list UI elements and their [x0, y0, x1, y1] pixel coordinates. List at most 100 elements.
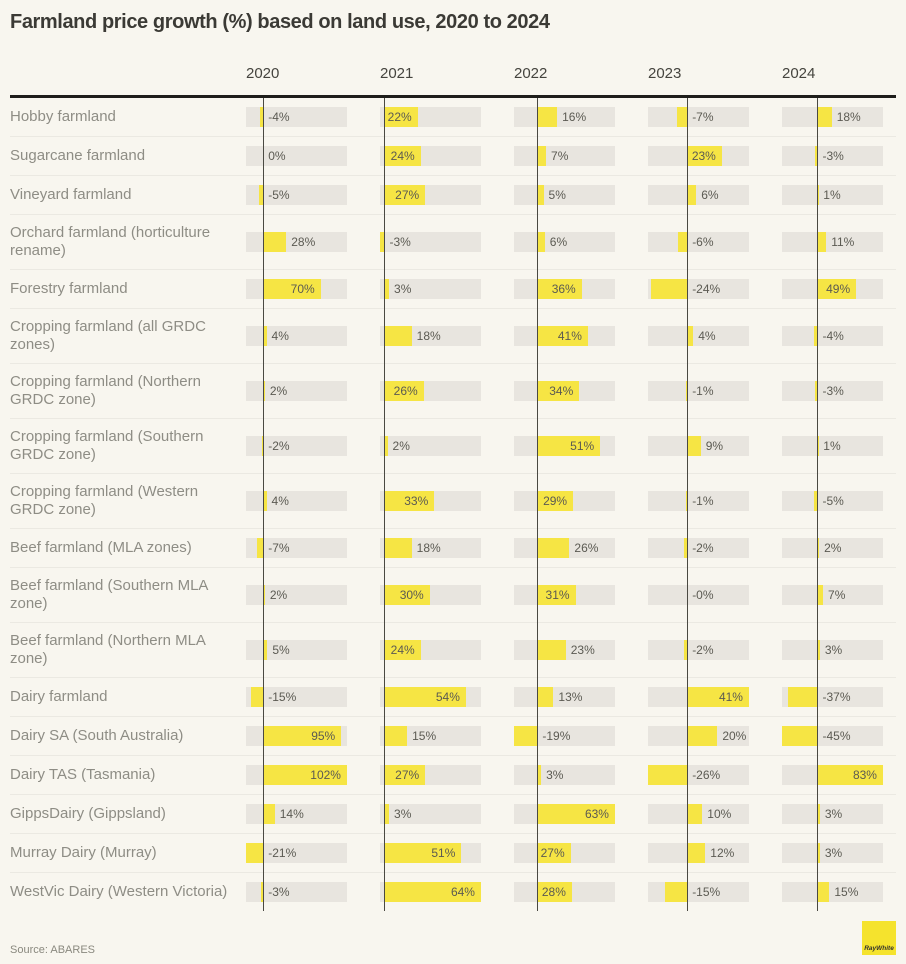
bar-value-label: 27% [395, 768, 420, 782]
bar-track: 3% [380, 279, 481, 299]
bar-track: 3% [380, 804, 481, 824]
bar-track: 4% [246, 491, 347, 511]
negative-bar [685, 491, 688, 511]
bar-track: 6% [648, 185, 749, 205]
bar-track: -7% [246, 538, 347, 558]
year-cell: 34% [514, 381, 648, 401]
bar-track: 3% [782, 804, 883, 824]
bar-track: -15% [648, 882, 749, 902]
label-column-spacer [10, 65, 246, 82]
row-label: Beef farmland (MLA zones) [10, 539, 192, 556]
bar-track: 15% [380, 726, 481, 746]
bar-track: -2% [246, 436, 347, 456]
bar-track: 18% [380, 538, 481, 558]
positive-bar [537, 804, 615, 824]
bar-track: 49% [782, 279, 883, 299]
positive-bar [263, 491, 267, 511]
bar-track: 5% [246, 640, 347, 660]
bar-track: -3% [782, 146, 883, 166]
year-cell: 102% [246, 765, 380, 785]
year-cell: 0% [246, 146, 380, 166]
row-label: Beef farmland (Northern MLA zone) [10, 632, 206, 667]
raywhite-logo-text: RayWhite [864, 945, 894, 952]
bar-track: 36% [514, 279, 615, 299]
year-cell: 7% [782, 585, 906, 605]
positive-bar [817, 882, 830, 902]
positive-bar [384, 585, 430, 605]
positive-bar [687, 726, 718, 746]
bar-value-label: 15% [834, 885, 859, 899]
bar-value-label: 41% [718, 690, 743, 704]
row-label: Hobby farmland [10, 108, 116, 125]
bar-track: 41% [514, 326, 615, 346]
bar-track: 29% [514, 491, 615, 511]
positive-bar [384, 882, 481, 902]
year-cell: 63% [514, 804, 648, 824]
year-cell: 4% [648, 326, 782, 346]
bar-value-label: 2% [269, 384, 288, 398]
positive-bar [384, 726, 408, 746]
year-cell: 3% [782, 804, 906, 824]
bar-track: 26% [380, 381, 481, 401]
bar-track: 2% [246, 585, 347, 605]
bar-value-label: 33% [404, 494, 429, 508]
year-cell: 13% [514, 687, 648, 707]
bar-track: -3% [380, 232, 481, 252]
year-cell: -3% [782, 146, 906, 166]
negative-bar [246, 843, 264, 863]
bar-value-label: 63% [584, 807, 609, 821]
bar-value-label: 4% [698, 329, 716, 343]
chart-rows: Hobby farmland -4% 22% 16% -7% 18% Sugarcane f… [10, 98, 896, 911]
bar-track: 1% [782, 185, 883, 205]
year-cell: 18% [782, 107, 906, 127]
year-cell: -37% [782, 687, 906, 707]
bar-track: -1% [648, 381, 749, 401]
page-title: Farmland price growth (%) based on land … [10, 11, 550, 33]
bar-value-label: -4% [822, 329, 844, 343]
bar-track: 102% [246, 765, 347, 785]
bar-track: 5% [514, 185, 615, 205]
year-cell: 51% [380, 843, 514, 863]
year-cell: 2% [782, 538, 906, 558]
row-label: Dairy farmland [10, 688, 108, 705]
year-cell: 5% [246, 640, 380, 660]
bar-track: -19% [514, 726, 615, 746]
year-cell: -45% [782, 726, 906, 746]
positive-bar [537, 232, 545, 252]
bar-value-label: -15% [268, 690, 297, 704]
table-row: GippsDairy (Gippsland) 14% 3% 63% 10% 3% [10, 794, 896, 833]
positive-bar [537, 843, 571, 863]
bar-track: 30% [380, 585, 481, 605]
bar-value-label: 23% [570, 643, 595, 657]
table-row: Cropping farmland (Southern GRDC zone) -2… [10, 418, 896, 473]
zero-axis-line [262, 98, 264, 911]
year-cell: -2% [246, 436, 380, 456]
bar-value-label: 14% [279, 807, 304, 821]
bar-track: 3% [782, 843, 883, 863]
year-cell: -5% [246, 185, 380, 205]
negative-bar [651, 279, 688, 299]
negative-bar [259, 107, 264, 127]
bar-track: 28% [246, 232, 347, 252]
negative-bar [664, 882, 688, 902]
bar-value-label: 9% [705, 439, 724, 453]
row-label: Forestry farmland [10, 280, 128, 297]
bar-track: -7% [648, 107, 749, 127]
negative-bar [685, 381, 688, 401]
positive-bar [537, 381, 580, 401]
bar-value-label: 3% [394, 807, 412, 821]
bar-track: 34% [514, 381, 615, 401]
bar-track: 54% [380, 687, 481, 707]
bar-track: -1% [648, 491, 749, 511]
positive-bar [263, 804, 275, 824]
positive-bar [687, 687, 749, 707]
bar-track: 33% [380, 491, 481, 511]
bar-value-label: -24% [692, 282, 721, 296]
bar-value-label: 102% [310, 768, 341, 782]
bar-track: 27% [380, 185, 481, 205]
row-label: Cropping farmland (Western GRDC zone) [10, 483, 199, 518]
positive-bar [817, 765, 883, 785]
bar-track: 7% [782, 585, 883, 605]
bar-value-label: -4% [268, 110, 290, 124]
bar-track: -5% [246, 185, 347, 205]
